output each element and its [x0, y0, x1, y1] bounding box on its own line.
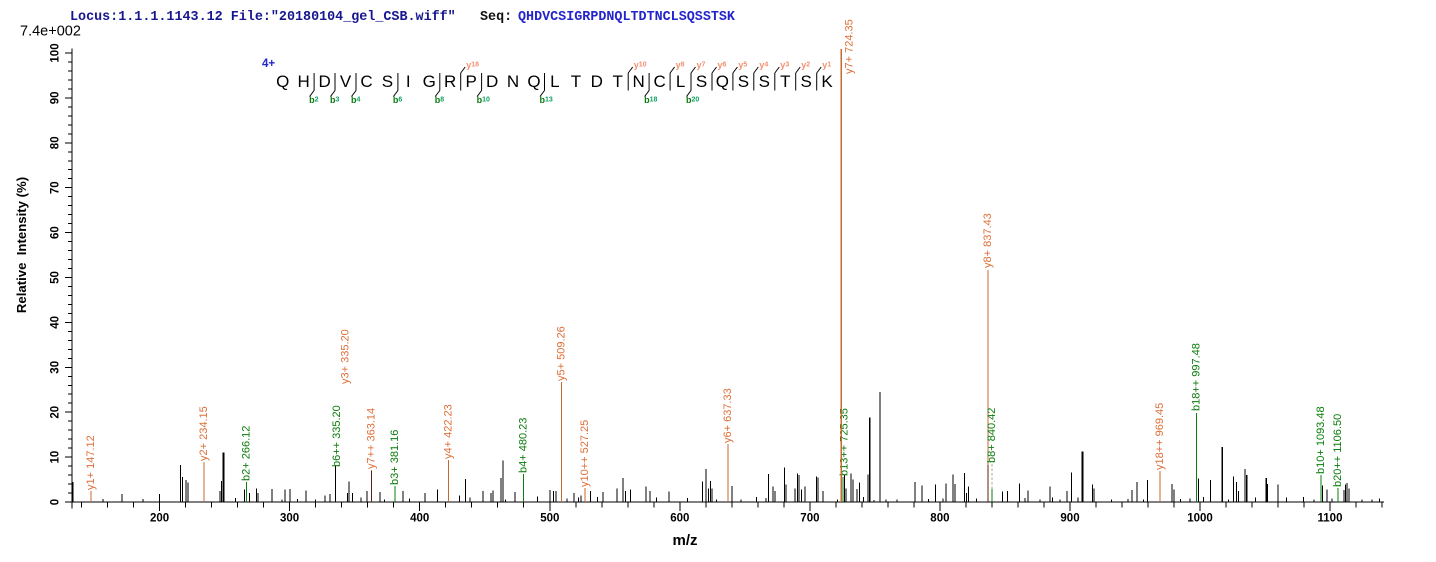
svg-text:y8: y8	[676, 60, 685, 70]
svg-text:7.4e+002: 7.4e+002	[20, 24, 81, 40]
svg-text:b4+ 480.23: b4+ 480.23	[518, 418, 530, 473]
svg-text:D: D	[486, 72, 498, 91]
svg-text:b2+ 266.12: b2+ 266.12	[241, 426, 253, 481]
svg-text:b13: b13	[540, 95, 553, 105]
svg-text:Q: Q	[716, 72, 729, 91]
svg-text:1100: 1100	[1318, 513, 1343, 525]
svg-text:T: T	[571, 72, 581, 91]
svg-text:Relative Intensity (%): Relative Intensity (%)	[14, 177, 29, 313]
svg-text:y5: y5	[738, 60, 747, 70]
svg-text:S: S	[738, 72, 749, 91]
svg-text:y3: y3	[780, 60, 789, 70]
svg-text:90: 90	[50, 92, 62, 105]
svg-text:S: S	[696, 72, 707, 91]
svg-text:Q: Q	[276, 72, 289, 91]
svg-text:y7++ 363.14: y7++ 363.14	[365, 408, 377, 469]
svg-text:y6+ 637.33: y6+ 637.33	[722, 388, 734, 443]
svg-text:y2+ 234.15: y2+ 234.15	[198, 406, 210, 461]
svg-text:T: T	[780, 72, 790, 91]
svg-text:C: C	[653, 72, 665, 91]
svg-text:y18: y18	[466, 60, 479, 70]
svg-text:b8: b8	[435, 95, 445, 105]
svg-text:900: 900	[1060, 513, 1079, 525]
svg-text:20: 20	[50, 406, 62, 419]
svg-text:60: 60	[50, 226, 62, 239]
svg-text:y10: y10	[634, 60, 647, 70]
svg-text:b10+ 1093.48: b10+ 1093.48	[1315, 406, 1327, 474]
svg-text:b18++ 997.48: b18++ 997.48	[1190, 343, 1202, 411]
svg-text:30: 30	[50, 361, 62, 374]
svg-text:C: C	[360, 72, 372, 91]
svg-text:H: H	[297, 72, 309, 91]
svg-text:D: D	[591, 72, 603, 91]
svg-text:b3: b3	[330, 95, 340, 105]
svg-text:G: G	[423, 72, 436, 91]
svg-text:b18: b18	[644, 95, 657, 105]
svg-text:b13++ 725.35: b13++ 725.35	[839, 408, 851, 476]
svg-text:y2: y2	[801, 60, 810, 70]
svg-text:500: 500	[540, 513, 559, 525]
svg-text:L: L	[550, 72, 559, 91]
svg-text:y18++ 969.45: y18++ 969.45	[1154, 403, 1166, 470]
svg-text:y10++ 527.25: y10++ 527.25	[579, 420, 591, 487]
svg-text:b6++ 335.20: b6++ 335.20	[331, 405, 343, 467]
svg-text:QHDVCSIGRPDNQLTDTNCLSQSSTSK: QHDVCSIGRPDNQLTDTNCLSQSSTSK	[518, 10, 736, 25]
svg-text:y6: y6	[718, 60, 727, 70]
svg-text:T: T	[613, 72, 623, 91]
svg-text:N: N	[633, 72, 645, 91]
svg-text:200: 200	[150, 513, 169, 525]
svg-text:b2: b2	[309, 95, 319, 105]
svg-text:Locus:1.1.1.1143.12 File:"2018: Locus:1.1.1.1143.12 File:"20180104_gel_C…	[70, 10, 456, 25]
svg-text:m/z: m/z	[672, 532, 697, 549]
svg-text:600: 600	[670, 513, 689, 525]
svg-text:100: 100	[50, 43, 62, 62]
svg-text:y1: y1	[822, 60, 831, 70]
svg-text:D: D	[318, 72, 330, 91]
svg-text:10: 10	[50, 451, 62, 464]
svg-text:S: S	[382, 72, 393, 91]
svg-text:400: 400	[410, 513, 429, 525]
svg-text:S: S	[801, 72, 812, 91]
svg-text:b4: b4	[351, 95, 361, 105]
svg-text:80: 80	[50, 136, 62, 149]
svg-text:S: S	[759, 72, 770, 91]
svg-text:b10: b10	[477, 95, 490, 105]
svg-text:4+: 4+	[262, 58, 275, 70]
svg-text:y3+ 335.20: y3+ 335.20	[339, 329, 351, 384]
svg-text:b20++ 1106.50: b20++ 1106.50	[1332, 414, 1344, 487]
svg-text:y8+ 837.43: y8+ 837.43	[982, 213, 994, 268]
svg-text:V: V	[340, 72, 352, 91]
svg-text:y7+ 724.35: y7+ 724.35	[844, 19, 856, 74]
svg-text:P: P	[466, 72, 477, 91]
svg-text:800: 800	[930, 513, 949, 525]
svg-text:y4: y4	[759, 60, 768, 70]
svg-text:y5+ 509.26: y5+ 509.26	[556, 326, 568, 381]
svg-text:b8+ 840.42: b8+ 840.42	[986, 408, 998, 463]
svg-text:y1+ 147.12: y1+ 147.12	[85, 435, 97, 490]
svg-text:b20: b20	[686, 95, 699, 105]
svg-text:Q: Q	[527, 72, 540, 91]
svg-text:R: R	[444, 72, 456, 91]
svg-text:y7: y7	[697, 60, 706, 70]
svg-text:b6: b6	[393, 95, 403, 105]
svg-text:70: 70	[50, 181, 62, 194]
svg-text:K: K	[821, 72, 833, 91]
svg-text:300: 300	[280, 513, 299, 525]
svg-text:y4+ 422.23: y4+ 422.23	[442, 404, 454, 459]
svg-text:L: L	[676, 72, 685, 91]
svg-text:1000: 1000	[1187, 513, 1213, 525]
svg-text:I: I	[406, 72, 411, 91]
svg-text:N: N	[507, 72, 519, 91]
svg-text:40: 40	[50, 316, 62, 329]
svg-text:b3+ 381.16: b3+ 381.16	[389, 430, 401, 485]
svg-text:700: 700	[800, 513, 819, 525]
svg-text:50: 50	[50, 271, 62, 284]
svg-text:0: 0	[50, 499, 62, 505]
svg-text:Seq:: Seq:	[480, 10, 512, 25]
